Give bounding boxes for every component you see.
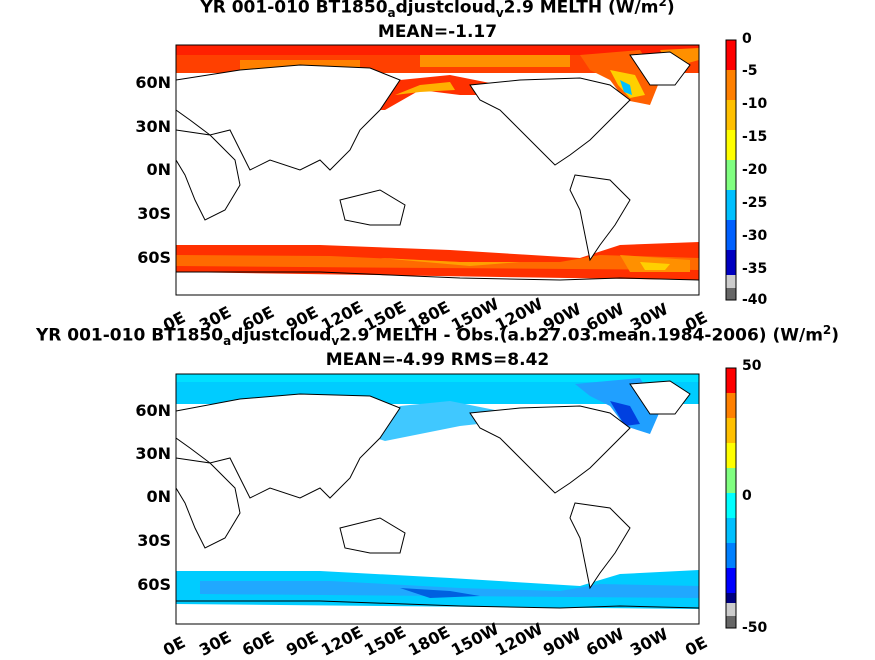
panel1-cb-label: -40 bbox=[742, 292, 768, 308]
panel1-lat-label: 60S bbox=[137, 248, 171, 267]
panel2-map bbox=[175, 367, 737, 629]
panel1-mean: MEAN=-1.17 bbox=[377, 22, 498, 42]
panel1-cb-label: -20 bbox=[742, 162, 768, 178]
panel1-cb-label: 0 bbox=[742, 31, 752, 47]
panel1-lat-label: 60N bbox=[135, 73, 171, 92]
panel1-cb-label: -10 bbox=[742, 96, 768, 112]
panel1-land bbox=[176, 51, 699, 295]
panel2-lat-label: 60N bbox=[135, 401, 171, 420]
panel1-lat-label: 30N bbox=[135, 117, 171, 136]
panel1-lat-label: 0N bbox=[146, 160, 171, 179]
panel1-lat-label: 30S bbox=[137, 204, 171, 223]
panel2-cb-label: 0 bbox=[742, 488, 752, 504]
panel1-colorbar bbox=[725, 39, 737, 301]
panel2-title: YR 001-010 BT1850adjustcloudv2.9 MELTH -… bbox=[35, 323, 840, 349]
panel1-cb-label: -5 bbox=[742, 63, 758, 79]
panel2-colorbar bbox=[725, 367, 737, 629]
panel1-cb-label: -30 bbox=[742, 228, 768, 244]
panel1-cb-label: -25 bbox=[742, 195, 768, 211]
panel1-cb-label: -35 bbox=[742, 261, 768, 277]
panel2-lat-label: 30S bbox=[137, 531, 171, 550]
panel2-lat-label: 0N bbox=[146, 487, 171, 506]
panel2-cb-label: 50 bbox=[742, 358, 762, 374]
panel2-land bbox=[176, 380, 699, 624]
panel2-lat-label: 60S bbox=[137, 575, 171, 594]
panel2-cb-label: -50 bbox=[742, 620, 768, 636]
panel1-title: YR 001-010 BT1850adjustcloudv2.9 MELTH (… bbox=[200, 0, 675, 21]
panel1-field bbox=[176, 45, 699, 280]
panel1-map bbox=[175, 39, 737, 301]
panel2-lat-label: 30N bbox=[135, 444, 171, 463]
panel1-cb-label: -15 bbox=[742, 129, 768, 145]
panel2-mean: MEAN=-4.99 RMS=8.42 bbox=[325, 350, 550, 370]
